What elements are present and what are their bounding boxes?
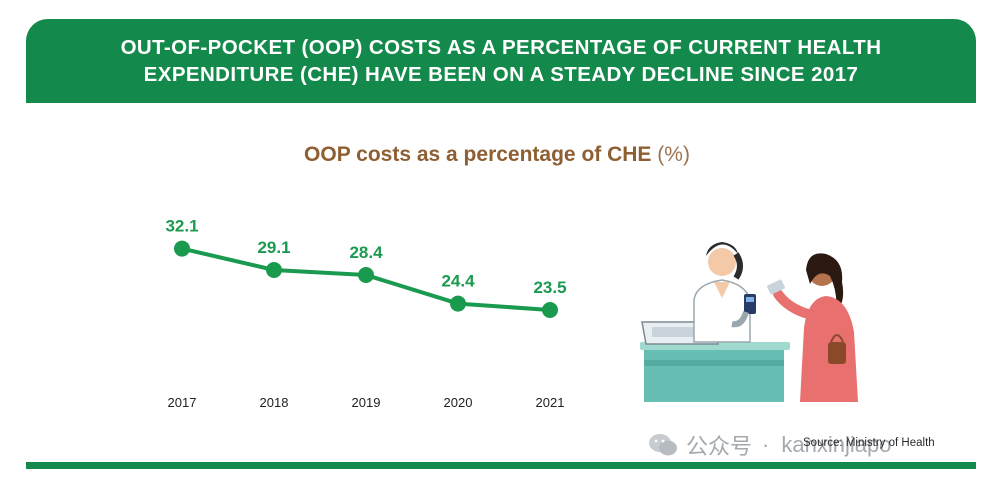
x-tick-2020: 2020 (444, 395, 473, 410)
chart-title: OOP costs as a percentage of CHE (304, 143, 652, 166)
data-label-2021: 23.5 (533, 278, 566, 297)
handbag-icon (828, 342, 846, 364)
header-banner: OUT-OF-POCKET (OOP) COSTS AS A PERCENTAG… (26, 19, 976, 103)
data-point-2018 (266, 262, 282, 278)
data-label-2020: 24.4 (441, 272, 475, 291)
pharmacy-illustration (640, 242, 858, 402)
watermark-account: kanxinjiapo (781, 432, 892, 457)
counter-front (644, 348, 784, 402)
banner-line-1: OUT-OF-POCKET (OOP) COSTS AS A PERCENTAG… (120, 36, 882, 59)
pharmacist-face (708, 248, 736, 276)
x-tick-2018: 2018 (260, 395, 289, 410)
footer-bar (26, 462, 976, 469)
watermark-platform: 公众号 (686, 434, 753, 459)
chart-unit: (%) (657, 143, 690, 166)
x-tick-2021: 2021 (536, 395, 565, 410)
payment-card-icon (767, 279, 785, 295)
data-point-2021 (542, 302, 558, 318)
x-tick-2019: 2019 (352, 395, 381, 410)
data-label-2017: 32.1 (165, 217, 198, 236)
data-point-2019 (358, 267, 374, 283)
data-point-2020 (450, 295, 466, 312)
chart-title-row: OOP costs as a percentage of CHE (%) (0, 143, 994, 167)
watermark-separator: · (762, 432, 770, 457)
x-tick-2017: 2017 (168, 395, 197, 410)
data-label-2018: 29.1 (257, 238, 290, 257)
data-label-2019: 28.4 (349, 243, 383, 262)
wechat-icon (649, 434, 677, 456)
banner-line-2: EXPENDITURE (CHE) HAVE BEEN ON A STEADY … (143, 63, 859, 86)
source-note: Source: Ministry of Health (803, 437, 935, 449)
watermark: 公众号 · kanxinjiapo (648, 429, 891, 461)
line-chart: 32.1 29.1 28.4 24.4 23.5 2017 2018 2019 2020 202… (165, 217, 566, 410)
data-point-2017 (174, 240, 190, 257)
